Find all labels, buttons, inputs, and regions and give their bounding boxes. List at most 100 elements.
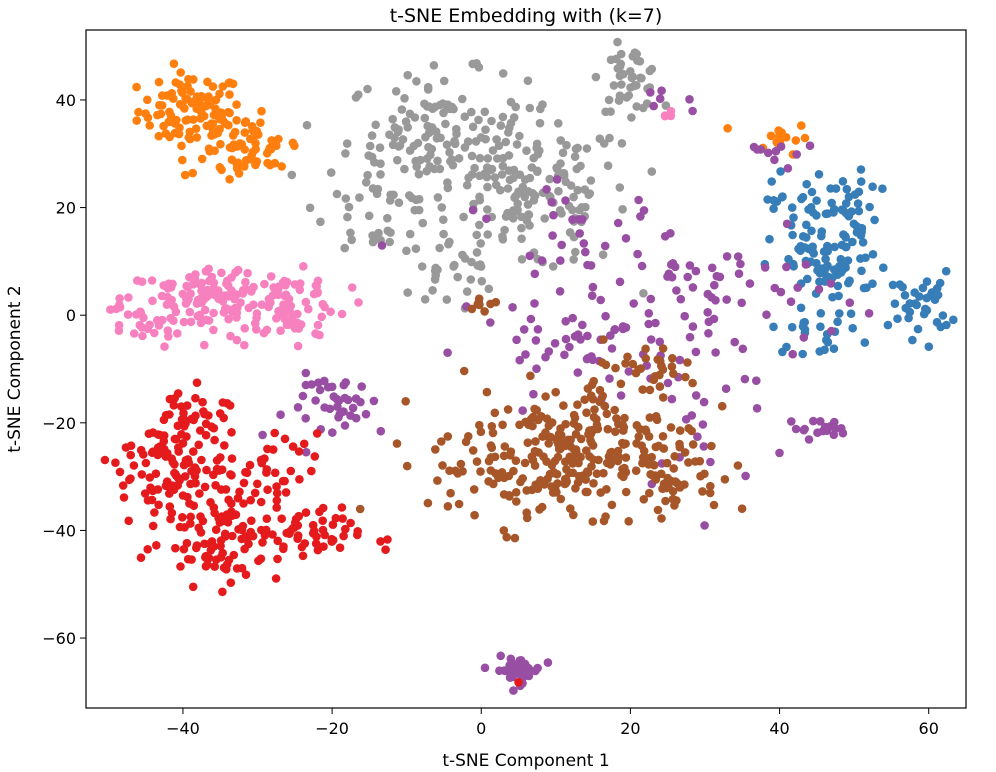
data-point (211, 525, 221, 534)
data-point (638, 103, 648, 113)
data-point (155, 430, 165, 440)
data-point (845, 298, 855, 308)
data-point (448, 160, 458, 170)
data-point (347, 283, 357, 292)
data-point (575, 229, 584, 238)
data-point (878, 184, 887, 193)
data-point (666, 106, 676, 116)
data-point (331, 513, 341, 523)
data-point (533, 484, 543, 494)
data-point (841, 233, 850, 242)
data-point (444, 239, 453, 249)
data-point (635, 57, 645, 66)
data-point (521, 350, 530, 359)
data-point (566, 504, 575, 513)
data-point (809, 416, 818, 426)
data-point (554, 440, 563, 449)
data-point (250, 488, 260, 498)
data-point (551, 387, 560, 397)
data-point (472, 457, 482, 466)
data-point (442, 295, 452, 304)
data-point (240, 324, 249, 333)
data-point (717, 401, 727, 411)
data-point (573, 478, 583, 487)
series-cluster-red (100, 378, 523, 687)
data-point (817, 231, 826, 241)
data-point (922, 306, 932, 315)
y-axis-label: t-SNE Component 2 (5, 285, 25, 452)
chart-title: t-SNE Embedding with (k=7) (390, 5, 663, 27)
data-point (555, 206, 565, 215)
data-point (515, 355, 524, 365)
data-point (497, 170, 507, 179)
data-point (691, 266, 701, 276)
data-point (918, 283, 928, 293)
data-point (165, 489, 174, 498)
data-point (210, 562, 219, 571)
data-point (583, 331, 592, 341)
data-point (698, 420, 708, 429)
data-point (561, 457, 570, 467)
data-point (254, 556, 263, 566)
data-point (341, 524, 350, 534)
data-point (475, 171, 484, 181)
data-point (461, 437, 471, 447)
data-point (604, 452, 614, 461)
data-point (602, 485, 611, 494)
data-point (410, 205, 420, 215)
data-point (363, 170, 372, 180)
data-point (257, 106, 266, 116)
data-point (657, 514, 666, 523)
data-point (924, 342, 934, 352)
x-axis: −40 −20 0 20 40 60 (166, 708, 939, 738)
data-point (552, 175, 562, 184)
data-point (218, 587, 227, 597)
data-point (603, 161, 613, 170)
data-point (206, 546, 216, 555)
data-point (468, 446, 478, 455)
data-point (760, 263, 770, 272)
data-point (184, 295, 193, 304)
data-point (511, 191, 521, 201)
data-point (639, 289, 648, 298)
data-point (438, 99, 448, 108)
data-point (156, 443, 165, 453)
data-point (712, 271, 722, 281)
data-point (509, 686, 518, 695)
data-point (791, 136, 801, 145)
data-point (704, 329, 713, 338)
data-point (815, 277, 824, 287)
data-point (439, 229, 448, 239)
data-point (609, 81, 619, 90)
data-point (294, 511, 304, 521)
data-point (522, 146, 531, 155)
data-point (114, 320, 124, 330)
data-point (192, 466, 201, 475)
data-point (499, 526, 509, 535)
data-point (347, 235, 357, 245)
data-point (812, 196, 821, 205)
data-point (232, 116, 241, 125)
data-point (838, 177, 848, 186)
data-point (586, 176, 596, 185)
data-point (205, 147, 214, 156)
data-point (506, 447, 516, 457)
data-point (633, 249, 642, 259)
data-point (508, 214, 518, 223)
data-point (662, 458, 672, 468)
data-point (511, 102, 520, 112)
data-point (639, 495, 649, 504)
data-point (823, 241, 832, 251)
data-point (788, 349, 797, 359)
data-point (174, 129, 184, 139)
data-point (420, 295, 430, 304)
data-point (228, 531, 237, 541)
data-point (538, 100, 547, 109)
data-point (486, 299, 495, 309)
data-point (789, 213, 798, 222)
points-layer (100, 37, 958, 695)
data-point (411, 244, 421, 253)
data-point (621, 453, 631, 462)
data-point (787, 322, 797, 332)
data-point (523, 438, 533, 448)
